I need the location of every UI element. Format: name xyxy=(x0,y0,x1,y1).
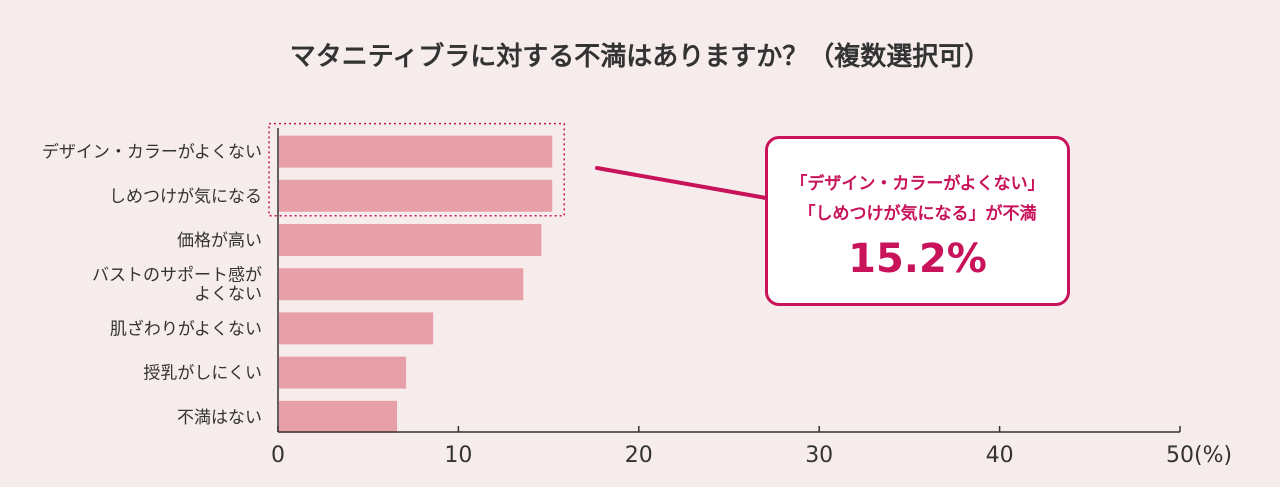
bar-3 xyxy=(279,268,524,301)
x-tick-label-5: 50 xyxy=(1166,443,1194,468)
x-tick-label-4: 40 xyxy=(986,443,1014,468)
x-unit-label: (%) xyxy=(1194,443,1232,468)
bar-6 xyxy=(279,400,398,433)
bar-0 xyxy=(279,135,553,168)
highlight-layer xyxy=(268,122,768,217)
category-label-3: バストのサポート感がよくない xyxy=(92,266,262,305)
callout-line-1: 「デザイン・カラーがよくない」 xyxy=(790,174,1045,194)
category-label-5: 授乳がしにくい xyxy=(143,364,262,384)
category-labels: デザイン・カラーがよくないしめつけが気になる価格が高いバストのサポート感がよくな… xyxy=(42,142,262,428)
category-label-6: 不満はない xyxy=(177,408,262,428)
bars xyxy=(279,135,553,433)
highlight-callout: 「デザイン・カラーがよくない」 「しめつけが気になる」が不満 15.2% xyxy=(765,136,1070,306)
highlight-box xyxy=(268,122,565,217)
x-tick-label-3: 30 xyxy=(805,443,833,468)
x-tick-label-1: 10 xyxy=(444,443,472,468)
category-label-0: デザイン・カラーがよくない xyxy=(42,142,262,163)
callout-connector xyxy=(595,166,768,200)
category-label-2: 価格が高い xyxy=(177,231,262,251)
chart-title: マタニティブラに対する不満はありますか？（複数選択可） xyxy=(290,41,990,72)
x-ticks: 0 10 20 30 40 50 (%) xyxy=(271,426,1232,468)
x-tick-label-0: 0 xyxy=(271,443,285,468)
bar-4 xyxy=(279,312,434,345)
callout-value: 15.2% xyxy=(848,236,987,282)
bar-5 xyxy=(279,356,407,389)
bar-2 xyxy=(279,224,542,256)
category-label-4: 肌ざわりがよくない xyxy=(110,318,262,339)
bar-1 xyxy=(279,179,553,212)
x-tick-label-2: 20 xyxy=(625,443,653,468)
axes xyxy=(277,128,1180,433)
callout-line-2: 「しめつけが気になる」が不満 xyxy=(798,204,1037,224)
category-label-1: しめつけが気になる xyxy=(109,187,262,207)
